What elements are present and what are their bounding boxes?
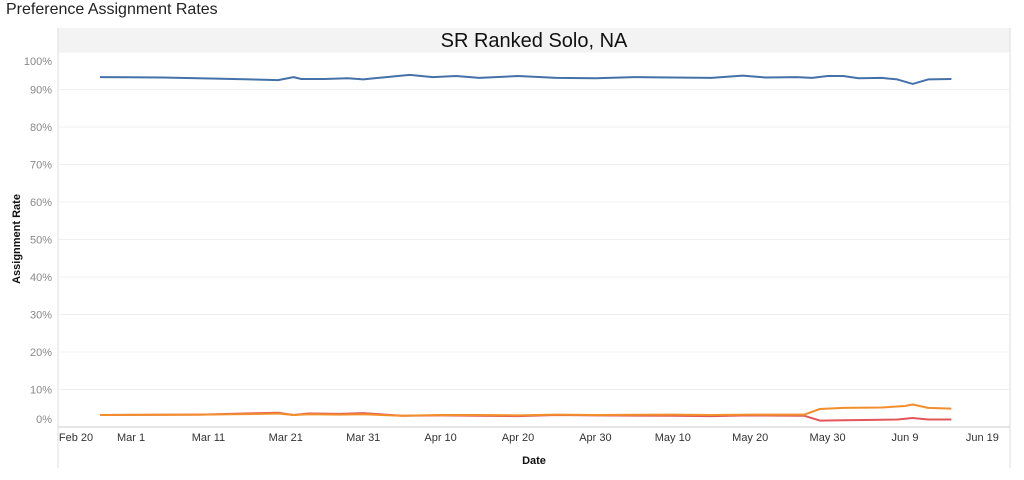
x-tick-label: Feb 20 xyxy=(59,432,93,444)
x-tick-label: May 10 xyxy=(655,432,691,444)
x-tick-label: Mar 31 xyxy=(346,432,380,444)
y-tick-label: 10% xyxy=(30,385,52,397)
page-title: Preference Assignment Rates xyxy=(6,1,218,18)
y-tick-label: 60% xyxy=(30,197,52,209)
x-tick-label: Apr 30 xyxy=(579,432,611,444)
x-tick-label: Apr 20 xyxy=(502,432,534,444)
y-tick-label: 0% xyxy=(36,414,52,426)
y-axis-label: Assignment Rate xyxy=(11,194,23,284)
x-tick-label: Jun 19 xyxy=(966,432,999,444)
y-tick-label: 70% xyxy=(30,160,52,172)
y-tick-label: 40% xyxy=(30,272,52,284)
x-tick-label: Mar 1 xyxy=(117,432,145,444)
x-tick-label: May 30 xyxy=(810,432,846,444)
y-tick-label: 50% xyxy=(30,235,52,247)
series-line-2 xyxy=(99,403,952,417)
x-axis-label: Date xyxy=(522,455,546,467)
y-tick-label: 30% xyxy=(30,310,52,322)
chart-title: SR Ranked Solo, NA xyxy=(441,30,628,52)
x-tick-label: Mar 11 xyxy=(192,432,225,444)
y-tick-label: 80% xyxy=(30,122,52,134)
x-tick-label: Apr 10 xyxy=(424,432,456,444)
y-tick-label: 90% xyxy=(30,85,52,97)
panel-header xyxy=(58,28,1010,52)
y-tick-label: 100% xyxy=(24,56,52,68)
x-tick-label: Mar 21 xyxy=(269,432,303,444)
y-tick-label: 20% xyxy=(30,347,52,359)
x-tick-label: May 20 xyxy=(732,432,768,444)
x-tick-label: Jun 9 xyxy=(892,432,919,444)
series-line-0 xyxy=(99,73,952,85)
